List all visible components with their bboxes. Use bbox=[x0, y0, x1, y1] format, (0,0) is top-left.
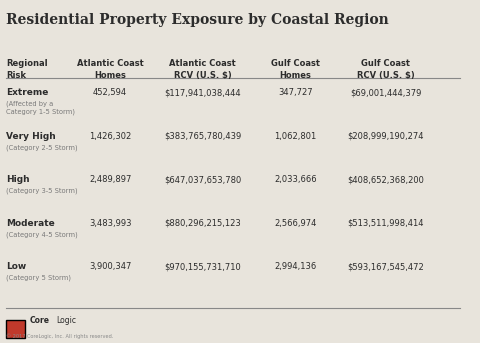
Text: 2,489,897: 2,489,897 bbox=[89, 175, 132, 184]
Text: $383,765,780,439: $383,765,780,439 bbox=[164, 132, 241, 141]
Text: © 2017 CoreLogic, Inc. All rights reserved.: © 2017 CoreLogic, Inc. All rights reserv… bbox=[6, 334, 113, 339]
Text: 452,594: 452,594 bbox=[93, 88, 127, 97]
FancyBboxPatch shape bbox=[6, 320, 25, 338]
Text: $408,652,368,200: $408,652,368,200 bbox=[347, 175, 424, 184]
Text: Atlantic Coast
RCV (U.S. $): Atlantic Coast RCV (U.S. $) bbox=[169, 59, 236, 80]
Text: (Category 4-5 Storm): (Category 4-5 Storm) bbox=[6, 232, 78, 238]
Text: 2,994,136: 2,994,136 bbox=[274, 262, 316, 271]
Text: Very High: Very High bbox=[6, 132, 56, 141]
Text: Gulf Coast
RCV (U.S. $): Gulf Coast RCV (U.S. $) bbox=[357, 59, 414, 80]
Text: Atlantic Coast
Homes: Atlantic Coast Homes bbox=[77, 59, 144, 80]
Text: 3,483,993: 3,483,993 bbox=[89, 219, 132, 228]
Text: 1,062,801: 1,062,801 bbox=[274, 132, 316, 141]
Text: $117,941,038,444: $117,941,038,444 bbox=[164, 88, 241, 97]
Text: 347,727: 347,727 bbox=[278, 88, 312, 97]
Text: High: High bbox=[6, 175, 30, 184]
Text: Logic: Logic bbox=[56, 316, 76, 325]
Text: Regional
Risk: Regional Risk bbox=[6, 59, 48, 80]
Text: (Category 5 Storm): (Category 5 Storm) bbox=[6, 275, 71, 281]
Text: 1,426,302: 1,426,302 bbox=[89, 132, 131, 141]
Text: 2,566,974: 2,566,974 bbox=[274, 219, 316, 228]
Text: 3,900,347: 3,900,347 bbox=[89, 262, 132, 271]
Text: Residential Property Exposure by Coastal Region: Residential Property Exposure by Coastal… bbox=[6, 13, 389, 27]
Text: Gulf Coast
Homes: Gulf Coast Homes bbox=[271, 59, 320, 80]
Text: Extreme: Extreme bbox=[6, 88, 48, 97]
Text: $208,999,190,274: $208,999,190,274 bbox=[347, 132, 424, 141]
Text: Core: Core bbox=[30, 316, 50, 325]
Text: (Affected by a
Category 1-5 Storm): (Affected by a Category 1-5 Storm) bbox=[6, 101, 75, 115]
Text: $593,167,545,472: $593,167,545,472 bbox=[347, 262, 424, 271]
Text: 2,033,666: 2,033,666 bbox=[274, 175, 316, 184]
Text: $880,296,215,123: $880,296,215,123 bbox=[164, 219, 241, 228]
Text: $513,511,998,414: $513,511,998,414 bbox=[347, 219, 424, 228]
Text: $970,155,731,710: $970,155,731,710 bbox=[164, 262, 241, 271]
Text: $69,001,444,379: $69,001,444,379 bbox=[350, 88, 421, 97]
Text: $647,037,653,780: $647,037,653,780 bbox=[164, 175, 241, 184]
Text: Moderate: Moderate bbox=[6, 219, 55, 228]
Text: (Category 2-5 Storm): (Category 2-5 Storm) bbox=[6, 144, 78, 151]
Text: Low: Low bbox=[6, 262, 26, 271]
Text: (Category 3-5 Storm): (Category 3-5 Storm) bbox=[6, 188, 78, 194]
